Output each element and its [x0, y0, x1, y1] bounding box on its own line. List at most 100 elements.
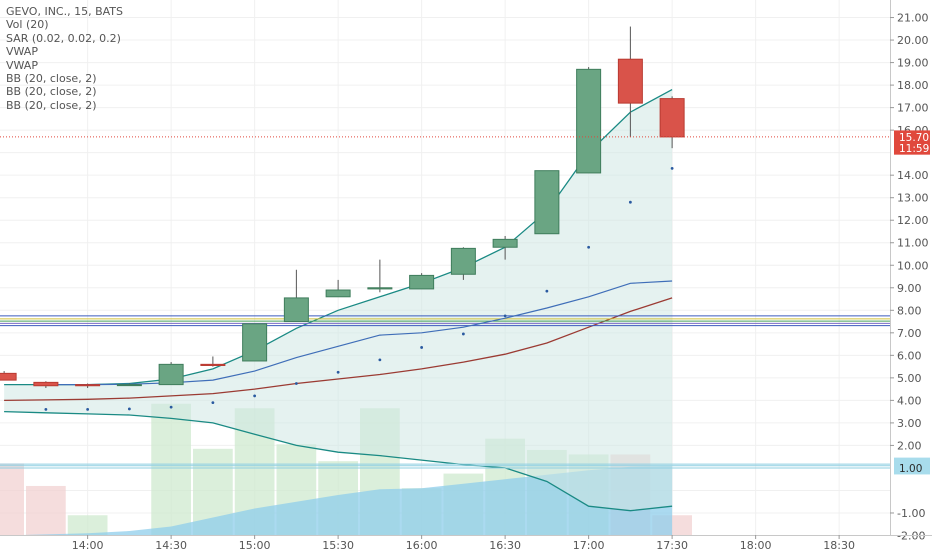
- y-tick-label: 7.00: [897, 327, 922, 340]
- x-tick-label: 17:00: [573, 539, 605, 550]
- candle: [367, 259, 393, 293]
- sar-dot: [670, 167, 674, 170]
- x-tick-label: 16:00: [406, 539, 438, 550]
- candle: [75, 383, 101, 388]
- candle: [200, 356, 226, 367]
- volume-bar: [26, 485, 66, 535]
- sar-dot: [461, 332, 465, 336]
- sar-dot: [86, 407, 90, 411]
- legend-item-volume: Vol (20): [6, 18, 49, 32]
- volume-ma-area: [4, 465, 673, 536]
- candle-body: [367, 287, 393, 290]
- chart-legend: GEVO, INC., 15, BATS Vol (20) SAR (0.02,…: [6, 5, 123, 112]
- price-badge-bg: [894, 141, 930, 155]
- y-tick-label: 9.00: [897, 282, 922, 295]
- sar-dot: [628, 200, 632, 204]
- candle-body: [0, 372, 17, 381]
- y-tick-label: 20.00: [897, 34, 929, 47]
- legend-item-vwap: VWAP: [6, 45, 38, 59]
- volume-bar: [67, 515, 108, 535]
- sar-dot: [44, 407, 48, 411]
- candle-body: [158, 363, 184, 386]
- x-tick-label: 16:30: [489, 539, 521, 550]
- candle: [492, 235, 518, 260]
- y-tick-label: 6.00: [897, 349, 922, 362]
- price-badge: 1.00: [894, 461, 930, 475]
- candle: [325, 279, 351, 298]
- y-tick-label: 21.00: [897, 12, 929, 25]
- candle-body: [283, 297, 309, 323]
- candle-body: [450, 247, 476, 275]
- sar-dot: [253, 394, 257, 398]
- legend-item-bb-2: BB (20, close, 2): [6, 85, 97, 99]
- candle: [409, 273, 435, 290]
- legend-item-bb: BB (20, close, 2): [6, 72, 97, 86]
- x-tick-label: 14:30: [155, 539, 187, 550]
- sar-dots: [44, 167, 674, 411]
- candle: [283, 269, 309, 323]
- sar-dot: [545, 289, 549, 293]
- price-badge: 11:59: [894, 141, 930, 155]
- candle-body: [576, 68, 602, 174]
- y-tick-label: 13.00: [897, 192, 929, 205]
- candle-body: [617, 58, 643, 104]
- y-tick-label: -1.00: [897, 507, 925, 520]
- candle-body: [534, 170, 560, 235]
- volume-bar: [151, 403, 191, 535]
- y-tick-label: 10.00: [897, 259, 929, 272]
- y-tick-label: 3.00: [897, 417, 922, 430]
- bollinger-lower-line: [4, 410, 673, 512]
- price-badge-label: 15.70: [899, 132, 929, 144]
- vwap-line: [45, 280, 673, 386]
- candle-body: [75, 384, 101, 387]
- sar-dot: [336, 370, 340, 374]
- x-tick-label: 18:30: [823, 539, 855, 550]
- candle: [576, 67, 602, 174]
- candle: [0, 371, 17, 381]
- y-tick-label: 19.00: [897, 57, 929, 70]
- x-tick-label: 17:30: [656, 539, 688, 550]
- y-tick-label: 2.00: [897, 439, 922, 452]
- candle: [116, 383, 142, 387]
- y-tick-label: 12.00: [897, 214, 929, 227]
- sar-dot: [420, 346, 424, 349]
- candle: [33, 381, 59, 388]
- legend-item-bb-3: BB (20, close, 2): [6, 98, 97, 112]
- sar-dot: [378, 358, 382, 362]
- price-badge-bg: [894, 130, 930, 144]
- sar-dot: [169, 405, 173, 409]
- candle-body: [659, 98, 685, 138]
- bollinger-basis-line: [4, 297, 673, 402]
- y-tick-label: 14.00: [897, 169, 929, 182]
- sar-dot: [211, 401, 215, 405]
- x-tick-label: 18:00: [740, 539, 772, 550]
- sar-dot: [503, 314, 507, 318]
- candle-body: [492, 238, 518, 248]
- candle: [450, 247, 476, 280]
- x-tick-labels: 14:00 14:30 15:00 15:30 16:00 16:30 17:00 17:30…: [72, 535, 855, 550]
- candle: [617, 26, 643, 137]
- x-tick-label: 15:30: [322, 539, 354, 550]
- candle: [242, 323, 268, 362]
- candle-body: [200, 363, 226, 366]
- sar-dot: [127, 407, 131, 411]
- y-tick-label: 11.00: [897, 237, 929, 250]
- legend-item-sar: SAR (0.02, 0.02, 0.2): [6, 31, 121, 45]
- candle-body: [325, 289, 351, 298]
- price-badge-label: 1.00: [899, 463, 922, 475]
- legend-item-vwap-2: VWAP: [6, 58, 38, 72]
- legend-symbol: GEVO, INC., 15, BATS: [6, 5, 124, 18]
- time-axis: [0, 535, 890, 550]
- bollinger-band-fill: [4, 89, 673, 511]
- y-tick-label: 5.00: [897, 372, 922, 385]
- y-tick-label: 17.00: [897, 102, 929, 115]
- candle-body: [116, 384, 142, 387]
- y-tick-label: 4.00: [897, 394, 922, 407]
- price-badge-bg: [894, 461, 930, 475]
- candle-body: [242, 323, 268, 362]
- y-tick-label: 8.00: [897, 304, 922, 317]
- price-badge-label: 11:59: [899, 143, 929, 155]
- candle-body: [409, 274, 435, 290]
